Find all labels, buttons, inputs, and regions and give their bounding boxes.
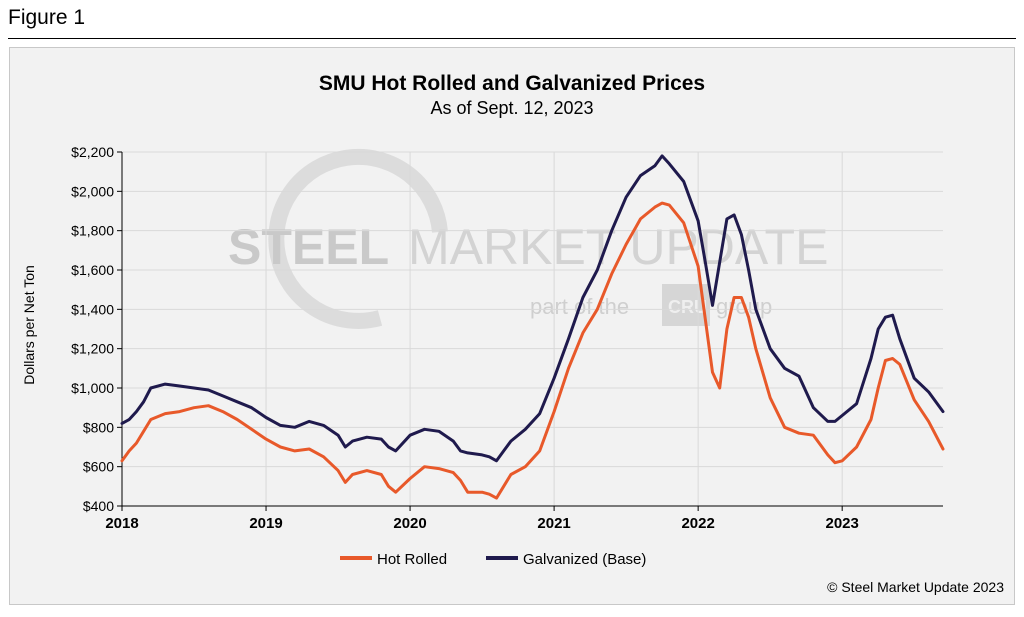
legend: Hot Rolled Galvanized (Base) <box>340 551 646 568</box>
watermark-brand-light: MARKET UPDATE <box>408 219 828 275</box>
watermark-swoosh <box>268 148 448 329</box>
copyright: © Steel Market Update 2023 <box>827 579 1004 595</box>
y-tick-label: $1,000 <box>71 380 114 396</box>
grid-lines <box>122 151 943 506</box>
legend-label-hot-rolled: Hot Rolled <box>377 551 447 568</box>
y-tick-label: $1,800 <box>71 223 114 239</box>
series-lines <box>120 154 945 500</box>
chart-panel <box>9 47 1015 605</box>
watermark-brand-bold: STEEL <box>228 219 389 275</box>
watermark-logo-text: CRU <box>668 297 707 317</box>
y-tick-label: $2,000 <box>71 183 114 199</box>
axes: $400 $600 $800 $1,000 $1,200 $1,400 $1,600 $1,8… <box>71 144 943 532</box>
y-tick-label: $1,600 <box>71 262 114 278</box>
x-tick-label: 2023 <box>825 515 858 532</box>
legend-label-galvanized: Galvanized (Base) <box>523 551 646 568</box>
y-tick-label: $1,200 <box>71 341 114 357</box>
x-tick-label: 2022 <box>681 515 714 532</box>
x-tick-label: 2019 <box>249 515 282 532</box>
x-tick-label: 2018 <box>105 515 138 532</box>
y-tick-label: $400 <box>83 498 114 514</box>
figure-rule <box>8 38 1016 39</box>
x-tick-label: 2021 <box>537 515 570 532</box>
y-tick-label: $800 <box>83 419 114 435</box>
figure-label: Figure 1 <box>8 6 86 29</box>
x-tick-label: 2020 <box>393 515 426 532</box>
y-tick-label: $600 <box>83 459 114 475</box>
watermark: STEEL MARKET UPDATE part of the CRU grou… <box>228 148 828 329</box>
chart-subtitle: As of Sept. 12, 2023 <box>430 98 594 118</box>
chart-title: SMU Hot Rolled and Galvanized Prices <box>318 72 706 95</box>
galvanized-line <box>120 154 945 463</box>
hot-rolled-line <box>120 201 945 500</box>
y-tick-label: $2,200 <box>71 144 114 160</box>
y-tick-label: $1,400 <box>71 301 114 317</box>
y-axis-label: Dollars per Net Ton <box>21 265 37 385</box>
